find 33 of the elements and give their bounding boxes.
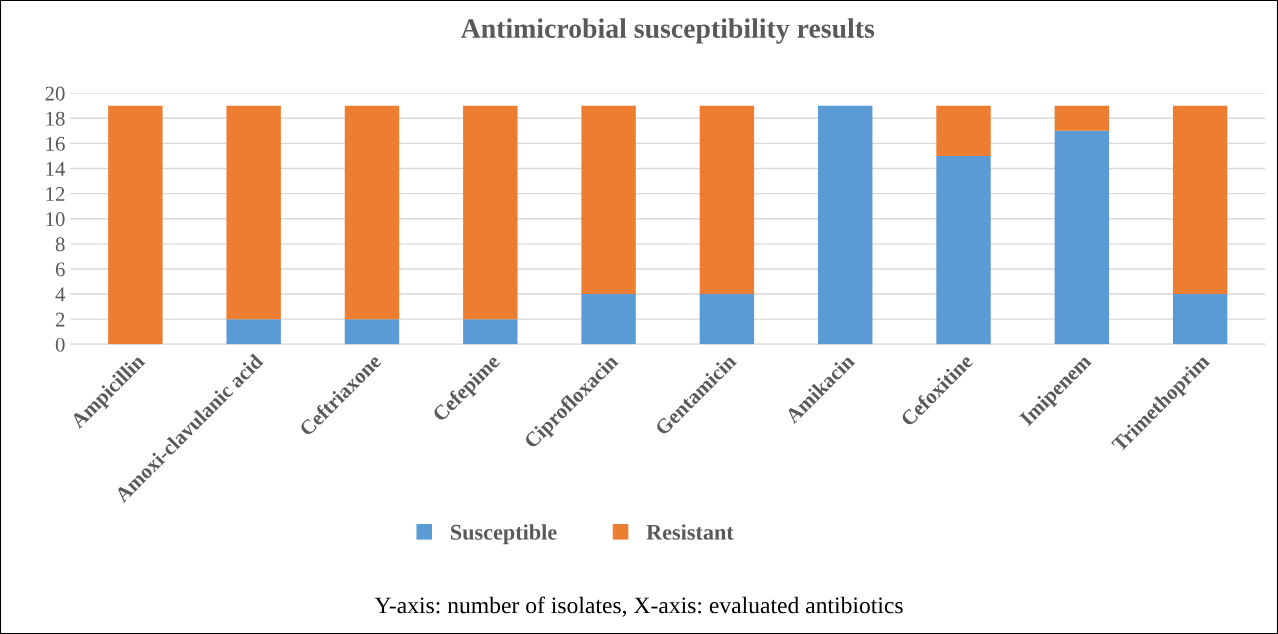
legend-label: Susceptible	[450, 524, 557, 545]
bar	[1054, 105, 1110, 131]
y-tick-label: 8	[55, 237, 65, 252]
y-tick-label: 20	[45, 86, 65, 101]
bar	[818, 105, 873, 345]
y-tick-label: 14	[46, 161, 66, 176]
bar	[344, 105, 400, 320]
chart-title: Antimicrobial susceptibility results	[460, 18, 875, 44]
bar	[463, 105, 518, 320]
bar	[581, 105, 636, 295]
bar	[1054, 130, 1110, 345]
y-tick-label: 10	[46, 212, 65, 227]
bar	[581, 294, 636, 345]
legend-label: Resistant	[646, 524, 734, 540]
text: Y-axis: number of isolates, X-axis: evaluated antibiotics	[374, 596, 903, 617]
bar	[1172, 294, 1228, 345]
y-tick-label: 6	[55, 262, 65, 277]
y-tick-label: 18	[46, 111, 65, 126]
bar	[344, 319, 400, 345]
bar	[226, 105, 281, 320]
bar	[226, 319, 281, 345]
y-tick-label: 4	[55, 287, 66, 302]
y-tick-label: 16	[46, 136, 65, 151]
bar	[1172, 105, 1228, 295]
y-tick-label: 12	[46, 187, 65, 201]
bar	[699, 105, 755, 295]
bar	[463, 319, 518, 345]
bar	[108, 105, 163, 345]
y-tick-label: 0	[55, 337, 65, 352]
y-tick-label: 2	[55, 312, 65, 327]
bar	[699, 294, 755, 345]
bar	[936, 105, 991, 156]
bar	[936, 155, 991, 345]
